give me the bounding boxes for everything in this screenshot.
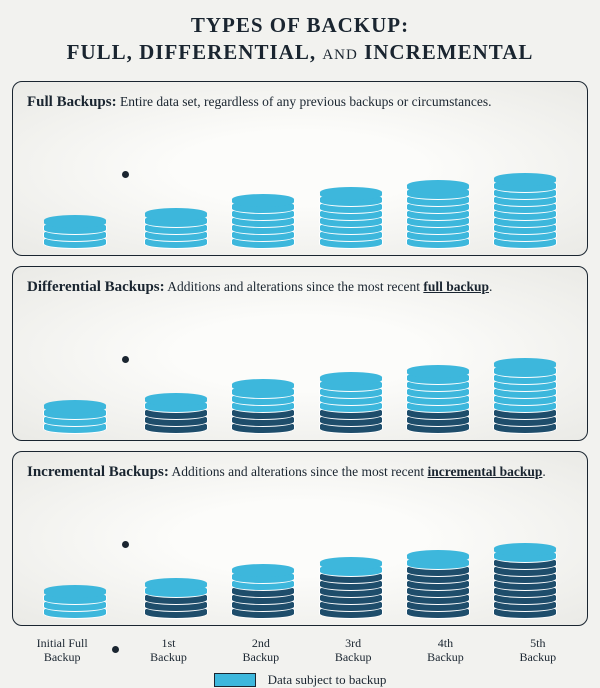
- panel-lead: Incremental Backups:: [27, 464, 169, 480]
- stack-col: [307, 489, 394, 619]
- disc: [406, 186, 470, 200]
- cylinder-stack: [493, 179, 557, 249]
- axis-label: 1stBackup: [122, 636, 214, 665]
- panel-full: Full Backups: Entire data set, regardles…: [12, 81, 588, 256]
- panel-description: Full Backups: Entire data set, regardles…: [27, 92, 573, 113]
- panel-emphasis: incremental backup: [428, 464, 543, 479]
- legend: Data subject to backup: [12, 672, 588, 688]
- stacks-row: [27, 119, 573, 249]
- stack-col: [132, 489, 219, 619]
- panel-differential: Differential Backups: Additions and alte…: [12, 266, 588, 441]
- disc: [231, 570, 295, 584]
- stack-col: [31, 489, 118, 619]
- panel-lead: Full Backups:: [27, 94, 117, 110]
- disc: [406, 371, 470, 385]
- panel-incremental: Incremental Backups: Additions and alter…: [12, 451, 588, 626]
- axis-label: 4thBackup: [399, 636, 491, 665]
- disc: [406, 556, 470, 570]
- cylinder-stack: [319, 378, 383, 434]
- cylinder-stack: [406, 556, 470, 619]
- stack-col: [220, 304, 307, 434]
- separator-dot: [118, 119, 132, 249]
- cylinder-stack: [319, 193, 383, 249]
- separator-dot: [118, 304, 132, 434]
- disc: [319, 563, 383, 577]
- disc: [493, 364, 557, 378]
- axis-label: 2ndBackup: [215, 636, 307, 665]
- stacks-row: [27, 304, 573, 434]
- cylinder-stack: [493, 364, 557, 434]
- disc: [231, 200, 295, 214]
- cylinder-stack: [319, 563, 383, 619]
- axis-separator-dot: [108, 636, 122, 665]
- x-axis-labels: Initial FullBackup 1stBackup2ndBackup3rdB…: [12, 636, 588, 665]
- main-title: TYPES OF BACKUP: FULL, DIFFERENTIAL, AND…: [12, 12, 588, 67]
- disc: [144, 584, 208, 598]
- separator-dot: [118, 489, 132, 619]
- disc: [319, 378, 383, 392]
- cylinder-stack: [144, 214, 208, 249]
- stacks-row: [27, 489, 573, 619]
- cylinder-stack: [43, 591, 107, 619]
- panel-description: Incremental Backups: Additions and alter…: [27, 462, 573, 483]
- disc: [43, 591, 107, 605]
- disc: [493, 179, 557, 193]
- title-line1: TYPES OF BACKUP:: [12, 12, 588, 39]
- stack-col: [307, 304, 394, 434]
- stack-col: [394, 304, 481, 434]
- stack-col: [132, 119, 219, 249]
- cylinder-stack: [406, 371, 470, 434]
- cylinder-stack: [406, 186, 470, 249]
- stack-col: [220, 119, 307, 249]
- panel-description: Differential Backups: Additions and alte…: [27, 277, 573, 298]
- stack-col: [482, 119, 569, 249]
- axis-label: Initial FullBackup: [16, 636, 108, 665]
- disc: [231, 385, 295, 399]
- disc: [319, 193, 383, 207]
- legend-swatch: [214, 673, 256, 687]
- legend-label: Data subject to backup: [268, 672, 387, 688]
- cylinder-stack: [43, 221, 107, 249]
- title-line2: FULL, DIFFERENTIAL, AND INCREMENTAL: [12, 39, 588, 66]
- panel-lead: Differential Backups:: [27, 279, 165, 295]
- cylinder-stack: [43, 406, 107, 434]
- cylinder-stack: [144, 584, 208, 619]
- axis-label: 5thBackup: [492, 636, 584, 665]
- panel-emphasis: full backup: [423, 279, 489, 294]
- cylinder-stack: [144, 399, 208, 434]
- stack-col: [482, 489, 569, 619]
- cylinder-stack: [493, 549, 557, 619]
- stack-col: [394, 489, 481, 619]
- stack-col: [394, 119, 481, 249]
- cylinder-stack: [231, 385, 295, 434]
- disc: [144, 399, 208, 413]
- disc: [144, 214, 208, 228]
- stack-col: [132, 304, 219, 434]
- disc: [493, 549, 557, 563]
- cylinder-stack: [231, 570, 295, 619]
- stack-col: [220, 489, 307, 619]
- cylinder-stack: [231, 200, 295, 249]
- stack-col: [31, 304, 118, 434]
- stack-col: [482, 304, 569, 434]
- axis-label: 3rdBackup: [307, 636, 399, 665]
- disc: [43, 221, 107, 235]
- disc: [43, 406, 107, 420]
- stack-col: [307, 119, 394, 249]
- stack-col: [31, 119, 118, 249]
